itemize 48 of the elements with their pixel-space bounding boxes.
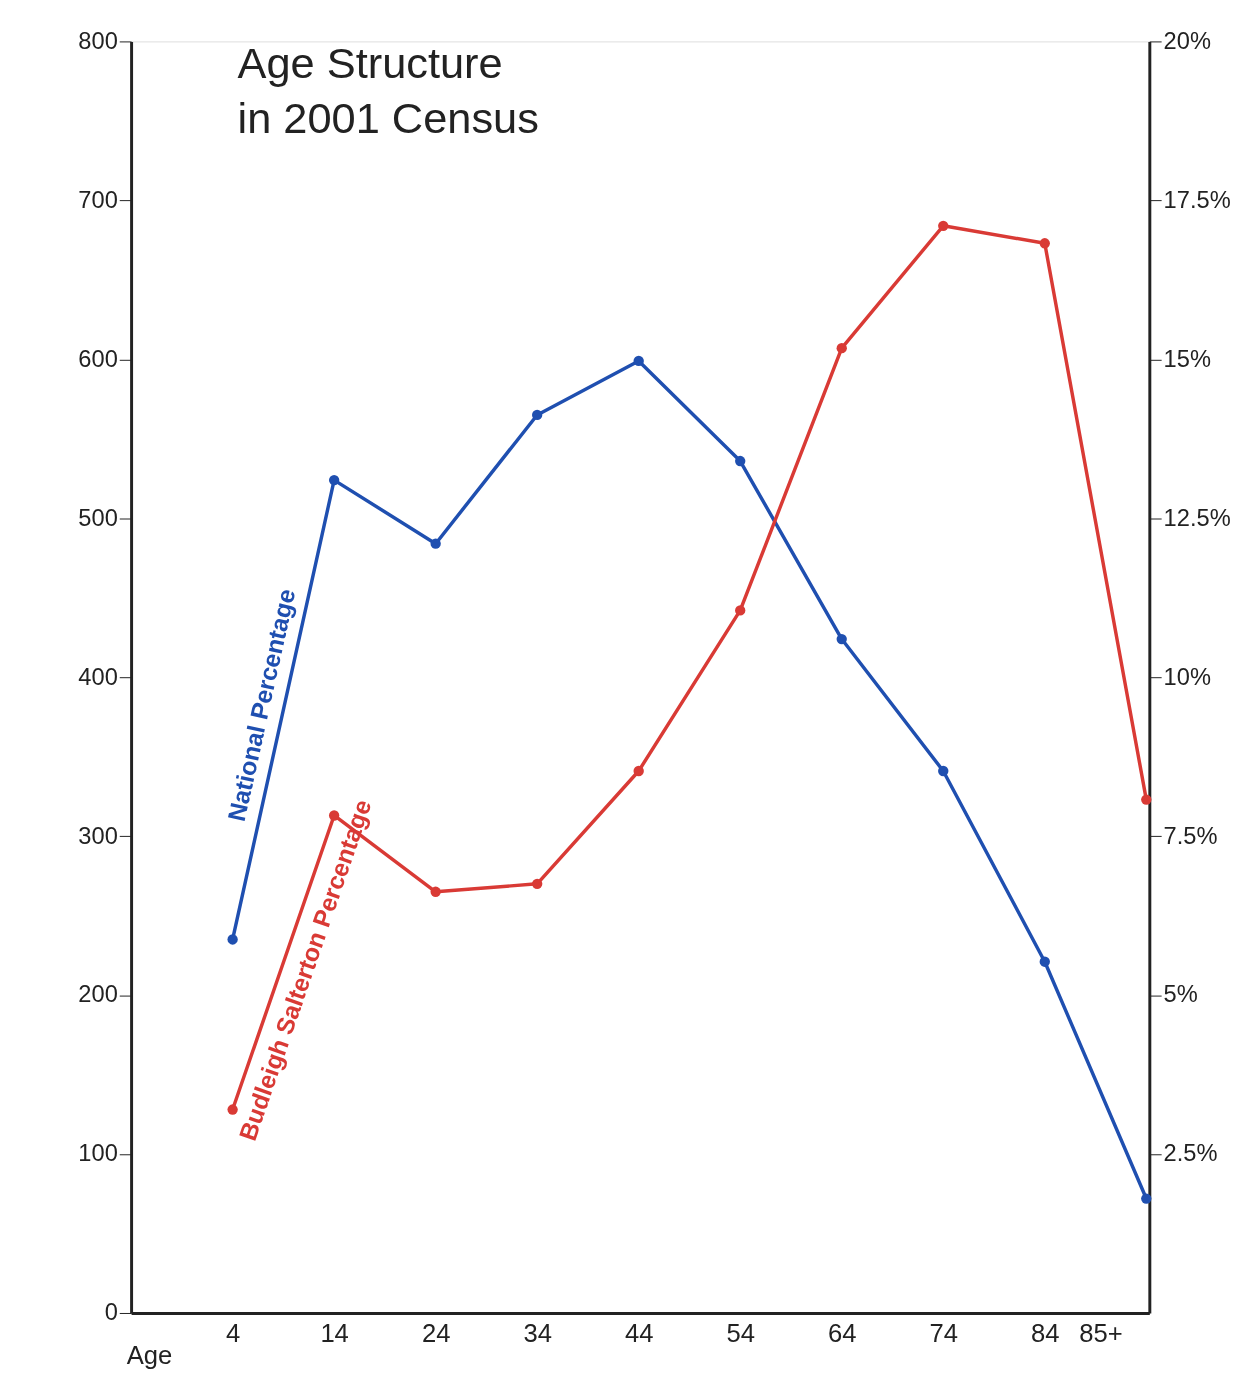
point <box>227 1104 238 1115</box>
y-tick-label: 300 <box>78 822 118 849</box>
point <box>328 474 340 486</box>
y2-tick-label: 12.5% <box>1163 504 1231 531</box>
x-tick-label: 84 <box>1031 1319 1060 1348</box>
y2-tick-label: 17.5% <box>1163 186 1231 213</box>
point <box>1039 956 1050 967</box>
y2-tick-label: 5% <box>1163 981 1198 1008</box>
point <box>430 538 441 549</box>
y2-tick-label: 20% <box>1163 27 1211 54</box>
x-tick-label: 44 <box>624 1319 654 1348</box>
point <box>532 878 543 889</box>
x-tick-label: 85+ <box>1079 1319 1123 1348</box>
y-tick-label: 500 <box>78 504 118 531</box>
y-tick-label: 700 <box>78 186 118 213</box>
point <box>1039 238 1050 249</box>
x-axis-title: Age <box>126 1340 173 1369</box>
point <box>836 633 847 645</box>
x-tick-label: 64 <box>827 1319 857 1348</box>
y2-tick-label: 2.5% <box>1163 1140 1218 1167</box>
y2-tick-label: 7.5% <box>1163 822 1218 849</box>
y2-tick-label: 15% <box>1163 345 1211 372</box>
point <box>1141 794 1152 805</box>
point <box>938 765 949 777</box>
y-tick-label: 400 <box>78 663 118 690</box>
x-tick-label: 74 <box>929 1319 958 1348</box>
y-tick-label: 600 <box>78 345 118 372</box>
point <box>532 409 543 421</box>
point <box>227 934 238 945</box>
y-tick-label: 100 <box>78 1140 118 1167</box>
point <box>633 765 644 777</box>
point <box>1141 1193 1152 1204</box>
y-tick-label: 0 <box>104 1299 118 1326</box>
point <box>735 455 746 467</box>
x-tick-label: 4 <box>225 1319 241 1348</box>
y2-tick-label: 10% <box>1163 663 1211 690</box>
x-tick-label: 34 <box>523 1319 552 1348</box>
x-tick-label: 14 <box>320 1319 349 1348</box>
y-tick-label: 800 <box>78 27 118 54</box>
x-tick-label: 24 <box>421 1319 451 1348</box>
point <box>735 605 746 616</box>
point <box>938 220 949 231</box>
point <box>836 343 847 354</box>
point <box>633 355 644 367</box>
y-tick-label: 200 <box>78 981 118 1008</box>
x-tick-label: 54 <box>726 1319 755 1348</box>
text: Age Structure in 2001 Census <box>237 38 539 143</box>
point <box>430 886 441 897</box>
